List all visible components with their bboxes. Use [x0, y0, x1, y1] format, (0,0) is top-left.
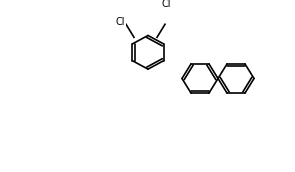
Text: Cl: Cl — [115, 17, 125, 27]
Text: Cl: Cl — [161, 0, 171, 9]
